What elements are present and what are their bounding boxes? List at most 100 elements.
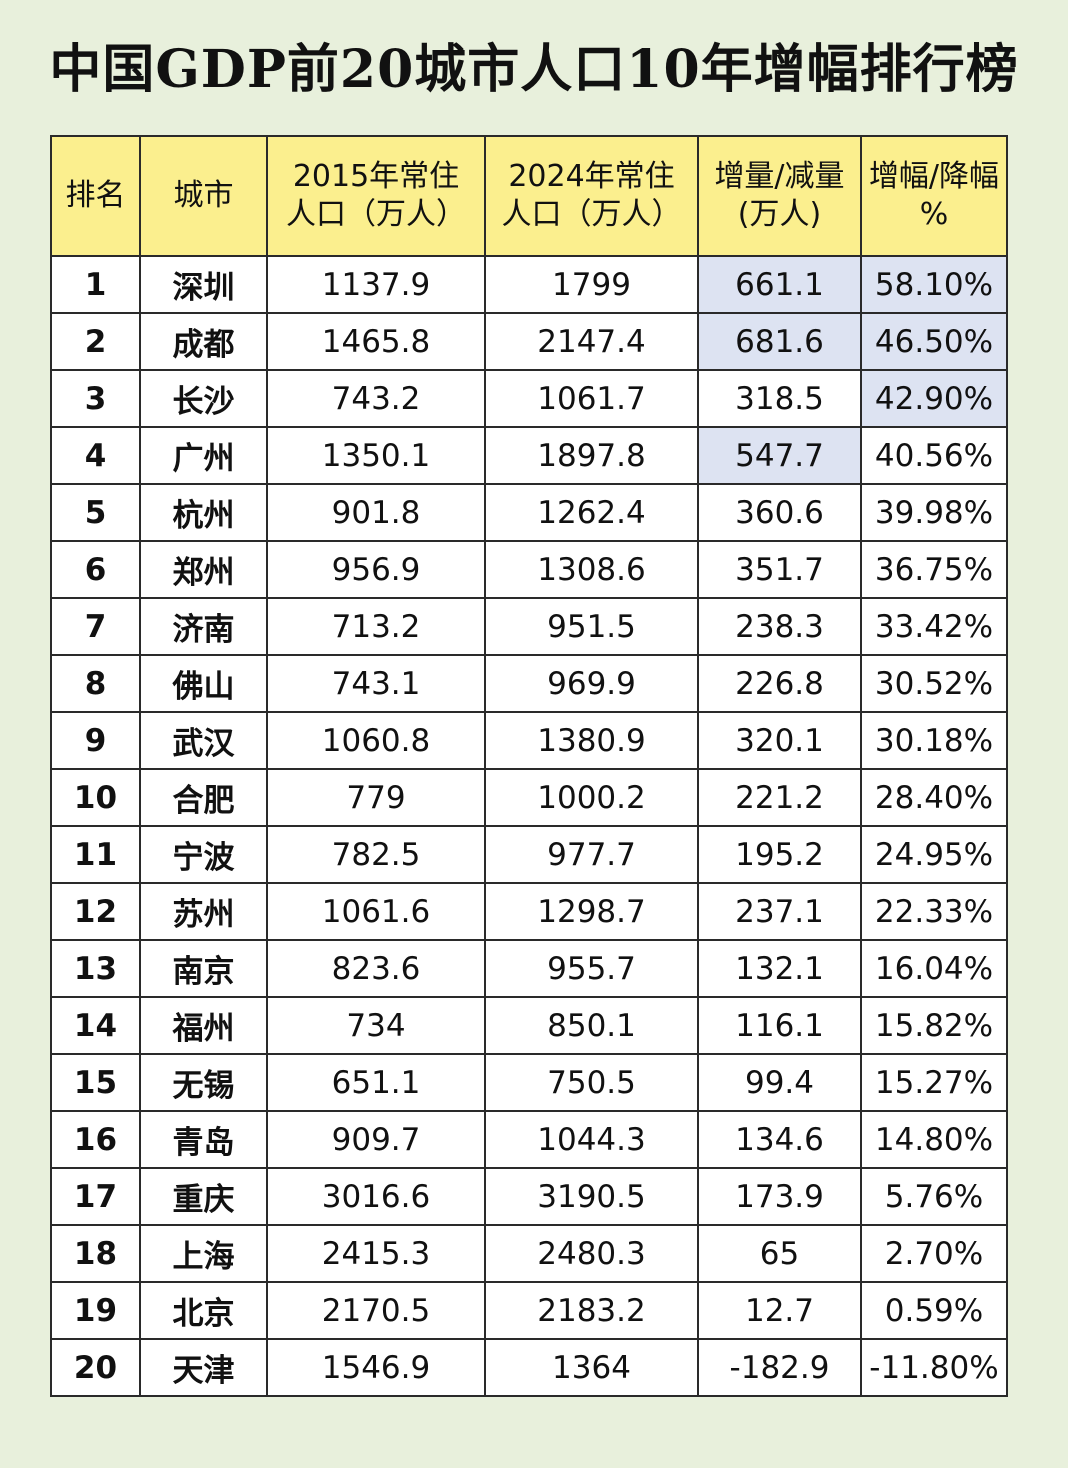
cell-pop-2024: 2183.2 (484, 1281, 699, 1340)
cell-pop-2015: 782.5 (266, 825, 486, 884)
cell-city: 福州 (139, 996, 268, 1055)
cell-pop-2024: 2147.4 (484, 312, 699, 371)
cell-rate: 30.18% (860, 711, 1008, 770)
cell-city: 无锡 (139, 1053, 268, 1112)
table-row: 11 宁波 782.5 977.7 195.2 24.95% (50, 825, 1008, 884)
cell-pop-2015: 3016.6 (266, 1167, 486, 1226)
cell-pop-2015: 1546.9 (266, 1338, 486, 1397)
header-pop-2024: 2024年常住 人口（万人） (484, 135, 699, 257)
cell-rate: 14.80% (860, 1110, 1008, 1169)
table-row: 3 长沙 743.2 1061.7 318.5 42.90% (50, 369, 1008, 428)
cell-city: 佛山 (139, 654, 268, 713)
cell-change: 116.1 (697, 996, 862, 1055)
cell-pop-2024: 1044.3 (484, 1110, 699, 1169)
cell-rate: 42.90% (860, 369, 1008, 428)
cell-rank: 6 (50, 540, 141, 599)
cell-change: 681.6 (697, 312, 862, 371)
cell-city: 济南 (139, 597, 268, 656)
cell-pop-2015: 713.2 (266, 597, 486, 656)
cell-change: 661.1 (697, 255, 862, 314)
cell-change: 547.7 (697, 426, 862, 485)
cell-city: 天津 (139, 1338, 268, 1397)
cell-change: 132.1 (697, 939, 862, 998)
cell-change: 360.6 (697, 483, 862, 542)
table-row: 17 重庆 3016.6 3190.5 173.9 5.76% (50, 1167, 1008, 1226)
cell-pop-2015: 779 (266, 768, 486, 827)
cell-city: 合肥 (139, 768, 268, 827)
cell-rank: 5 (50, 483, 141, 542)
cell-pop-2015: 734 (266, 996, 486, 1055)
cell-pop-2024: 1308.6 (484, 540, 699, 599)
cell-pop-2015: 1465.8 (266, 312, 486, 371)
cell-city: 郑州 (139, 540, 268, 599)
cell-rate: 15.27% (860, 1053, 1008, 1112)
cell-city: 青岛 (139, 1110, 268, 1169)
table-row: 15 无锡 651.1 750.5 99.4 15.27% (50, 1053, 1008, 1112)
cell-rank: 9 (50, 711, 141, 770)
cell-rate: 5.76% (860, 1167, 1008, 1226)
cell-pop-2015: 901.8 (266, 483, 486, 542)
cell-rank: 1 (50, 255, 141, 314)
table-row: 8 佛山 743.1 969.9 226.8 30.52% (50, 654, 1008, 713)
cell-pop-2024: 1000.2 (484, 768, 699, 827)
cell-rank: 16 (50, 1110, 141, 1169)
cell-change: 173.9 (697, 1167, 862, 1226)
table-row: 5 杭州 901.8 1262.4 360.6 39.98% (50, 483, 1008, 542)
header-rate: 增幅/降幅% (860, 135, 1008, 257)
cell-rate: 0.59% (860, 1281, 1008, 1340)
cell-pop-2024: 1897.8 (484, 426, 699, 485)
cell-rate: 30.52% (860, 654, 1008, 713)
cell-change: 351.7 (697, 540, 862, 599)
cell-city: 长沙 (139, 369, 268, 428)
cell-city: 武汉 (139, 711, 268, 770)
cell-city: 苏州 (139, 882, 268, 941)
cell-city: 重庆 (139, 1167, 268, 1226)
cell-pop-2024: 2480.3 (484, 1224, 699, 1283)
cell-rank: 12 (50, 882, 141, 941)
cell-change: -182.9 (697, 1338, 862, 1397)
cell-rank: 4 (50, 426, 141, 485)
cell-pop-2024: 1262.4 (484, 483, 699, 542)
cell-rank: 17 (50, 1167, 141, 1226)
cell-pop-2024: 750.5 (484, 1053, 699, 1112)
table-row: 20 天津 1546.9 1364 -182.9 -11.80% (50, 1338, 1008, 1397)
cell-change: 238.3 (697, 597, 862, 656)
cell-change: 134.6 (697, 1110, 862, 1169)
table-row: 9 武汉 1060.8 1380.9 320.1 30.18% (50, 711, 1008, 770)
cell-rank: 3 (50, 369, 141, 428)
cell-pop-2024: 850.1 (484, 996, 699, 1055)
cell-change: 12.7 (697, 1281, 862, 1340)
cell-pop-2015: 743.2 (266, 369, 486, 428)
ranking-table: 排名 城市 2015年常住 人口（万人） 2024年常住 人口（万人） 增量/减量(… (50, 135, 1008, 1397)
cell-city: 深圳 (139, 255, 268, 314)
cell-pop-2024: 3190.5 (484, 1167, 699, 1226)
cell-change: 226.8 (697, 654, 862, 713)
cell-change: 320.1 (697, 711, 862, 770)
header-change: 增量/减量 (万人) (697, 135, 862, 257)
cell-rank: 19 (50, 1281, 141, 1340)
cell-pop-2015: 651.1 (266, 1053, 486, 1112)
table-row: 19 北京 2170.5 2183.2 12.7 0.59% (50, 1281, 1008, 1340)
cell-pop-2024: 1364 (484, 1338, 699, 1397)
cell-rank: 10 (50, 768, 141, 827)
cell-city: 北京 (139, 1281, 268, 1340)
cell-rate: 15.82% (860, 996, 1008, 1055)
cell-rate: 39.98% (860, 483, 1008, 542)
table-row: 7 济南 713.2 951.5 238.3 33.42% (50, 597, 1008, 656)
cell-rate: 24.95% (860, 825, 1008, 884)
header-rank: 排名 (50, 135, 141, 257)
page-title: 中国GDP前20城市人口10年增幅排行榜 (49, 39, 1019, 100)
cell-change: 237.1 (697, 882, 862, 941)
table-row: 4 广州 1350.1 1897.8 547.7 40.56% (50, 426, 1008, 485)
cell-rank: 14 (50, 996, 141, 1055)
cell-rank: 13 (50, 939, 141, 998)
cell-rate: 36.75% (860, 540, 1008, 599)
cell-pop-2015: 1350.1 (266, 426, 486, 485)
cell-rate: 22.33% (860, 882, 1008, 941)
cell-pop-2024: 951.5 (484, 597, 699, 656)
cell-pop-2015: 823.6 (266, 939, 486, 998)
cell-rank: 2 (50, 312, 141, 371)
cell-pop-2024: 1061.7 (484, 369, 699, 428)
cell-pop-2015: 2170.5 (266, 1281, 486, 1340)
cell-pop-2024: 955.7 (484, 939, 699, 998)
